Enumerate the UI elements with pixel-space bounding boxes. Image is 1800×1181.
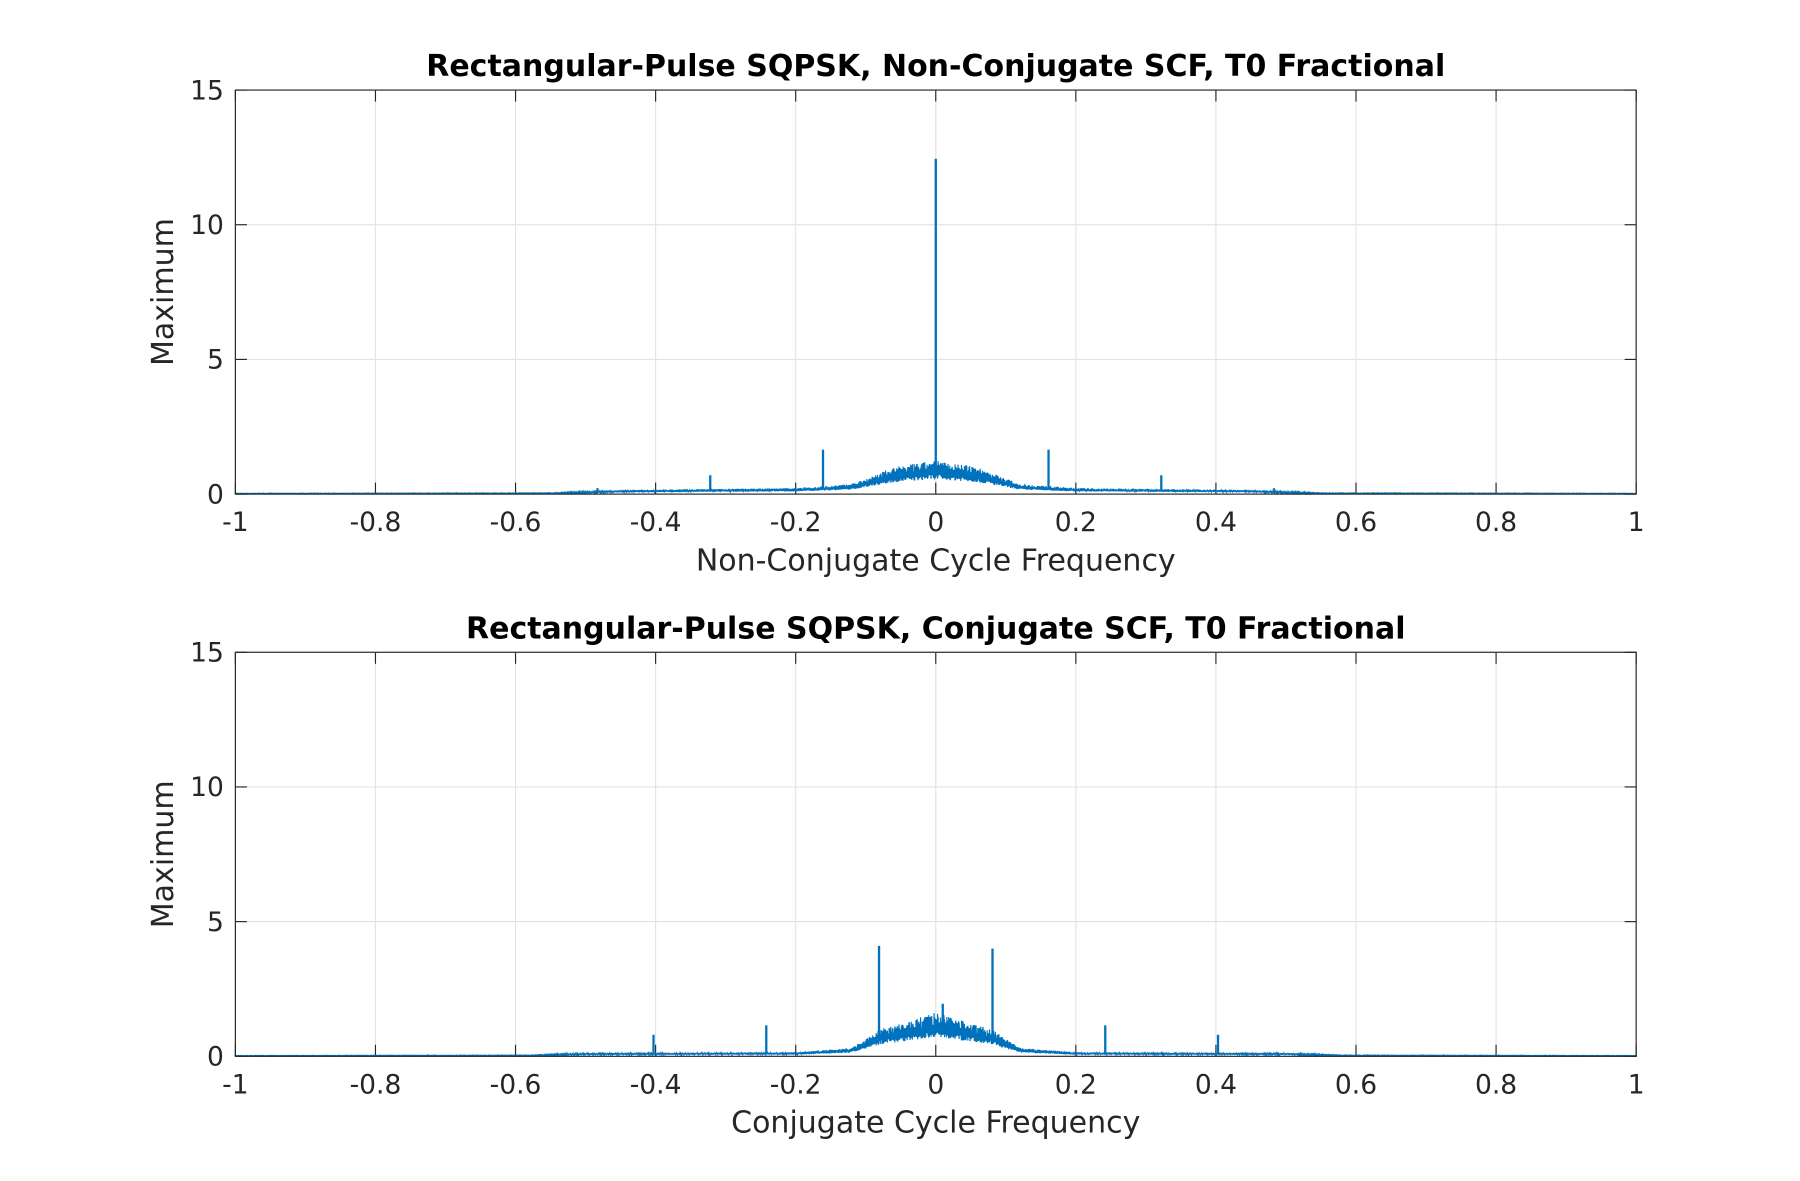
y-tick-label: 15 (190, 75, 224, 106)
x-tick-label: -1 (222, 1069, 248, 1100)
x-tick-label: 0 (927, 1069, 944, 1100)
x-axis-label: Conjugate Cycle Frequency (731, 1106, 1140, 1141)
y-tick-label: 10 (190, 772, 224, 803)
x-tick-label: 0.2 (1055, 507, 1097, 538)
y-tick-label: 15 (190, 637, 224, 668)
chart-title: Rectangular-Pulse SQPSK, Non-Conjugate S… (426, 49, 1445, 84)
x-tick-label: 0.6 (1335, 507, 1377, 538)
x-tick-label: -0.6 (490, 507, 542, 538)
y-tick-label: 0 (207, 1042, 224, 1073)
x-tick-label: -0.2 (770, 507, 822, 538)
x-tick-label: 0.8 (1475, 507, 1517, 538)
y-tick-label: 0 (207, 479, 224, 510)
x-tick-label: 1 (1628, 507, 1645, 538)
x-tick-label: 0.4 (1195, 507, 1237, 538)
x-tick-label: 0.4 (1195, 1069, 1237, 1100)
x-tick-label: 0.2 (1055, 1069, 1097, 1100)
y-axis-label: Maximum (146, 780, 181, 928)
x-tick-label: -0.4 (630, 507, 682, 538)
axes-box (234, 651, 1637, 1057)
axes-conjugate: Conjugate Cycle Frequency Maximum -1 -0.8… (146, 611, 1645, 1140)
x-tick-label: 0.6 (1335, 1069, 1377, 1100)
axes-box (234, 89, 1637, 495)
x-tick-label: 0 (927, 507, 944, 538)
x-tick-label: 0.8 (1475, 1069, 1517, 1100)
x-tick-label: -1 (222, 507, 248, 538)
y-tick-label: 5 (207, 907, 224, 938)
x-tick-label: -0.8 (350, 1069, 402, 1100)
x-axis-label: Non-Conjugate Cycle Frequency (696, 543, 1176, 578)
y-tick-label: 5 (207, 345, 224, 376)
x-tick-label: -0.4 (630, 1069, 682, 1100)
y-tick-label: 10 (190, 210, 224, 241)
x-tick-label: -0.8 (350, 507, 402, 538)
x-tick-label: -0.2 (770, 1069, 822, 1100)
x-tick-label: -0.6 (490, 1069, 542, 1100)
x-tick-label: 1 (1628, 1069, 1645, 1100)
y-axis-label: Maximum (146, 218, 181, 366)
chart-title: Rectangular-Pulse SQPSK, Conjugate SCF, … (466, 611, 1406, 646)
axes-non-conjugate: Non-Conjugate Cycle Frequency Maximum -1… (146, 49, 1645, 578)
